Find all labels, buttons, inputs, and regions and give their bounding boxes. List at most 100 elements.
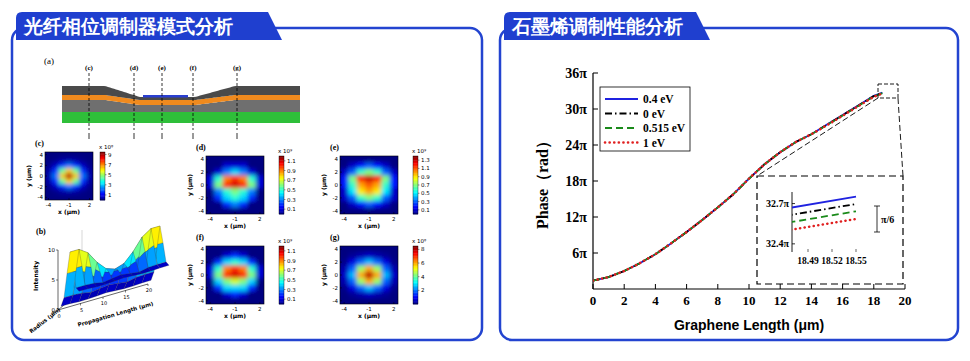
heat-cell <box>390 162 398 169</box>
heatmap: (e)-4-12-4-2024x (μm)y (μm)0.10.30.50.70… <box>320 143 430 230</box>
colorbar-tick-label: 0.7 <box>287 177 296 183</box>
colorbar-tick <box>284 250 286 251</box>
y-tick-label: -4 <box>38 194 44 200</box>
heat-cell <box>52 179 59 185</box>
heat-cell <box>66 179 73 185</box>
heat-cell <box>231 169 240 176</box>
surface-title: (b) <box>36 227 46 236</box>
heat-cell <box>214 188 223 195</box>
colorbar-tick-label: 0.5 <box>421 190 430 196</box>
x-tick <box>210 302 211 304</box>
cut-label: (g) <box>233 64 242 72</box>
heat-cell <box>231 188 240 195</box>
heat-cell <box>72 184 79 190</box>
heat-cell <box>86 152 93 158</box>
heat-cell <box>390 272 398 279</box>
colorbar-tick-label: 3 <box>108 182 112 188</box>
heat-cell <box>247 208 256 214</box>
heat-cell <box>390 298 398 304</box>
heat-cell <box>59 163 66 169</box>
heat-cell <box>86 173 93 179</box>
y-tick-label: -4 <box>199 298 205 304</box>
heat-cell <box>348 156 357 163</box>
heat-cell <box>214 291 223 298</box>
x-tick <box>624 284 625 289</box>
heat-cell <box>239 175 248 182</box>
heat-cell <box>214 162 223 169</box>
y-tick <box>45 165 47 166</box>
heat-cell <box>381 169 390 176</box>
heat-cell <box>45 195 52 200</box>
x-tick-label: -4 <box>207 306 213 312</box>
heat-cell <box>86 168 93 174</box>
x-tick <box>235 212 236 214</box>
heatmap-bg <box>45 152 93 200</box>
colorbar-tick <box>105 194 107 195</box>
heat-cell <box>365 285 374 292</box>
heat-cell <box>231 298 240 304</box>
panel-border <box>500 28 958 340</box>
heat-cell <box>340 272 349 279</box>
heat-cell <box>357 169 366 176</box>
heatmap-frame <box>206 156 264 214</box>
heat-cell <box>365 265 374 272</box>
heat-cell <box>239 195 248 202</box>
heat-cell <box>214 252 223 259</box>
y-tick <box>340 197 342 198</box>
y-tick-label: 2 <box>201 259 205 265</box>
heat-cell <box>256 278 264 285</box>
heat-cell <box>373 182 382 189</box>
heat-cell <box>390 188 398 195</box>
heat-cell <box>348 259 357 266</box>
heat-cell <box>348 285 357 292</box>
y-tick <box>340 287 342 288</box>
legend-label: 0.515 eV <box>643 122 686 134</box>
y-tick <box>206 172 208 173</box>
heat-cell <box>72 168 79 174</box>
heat-cell <box>390 156 398 163</box>
colorbar-frame <box>279 156 284 214</box>
heat-cell <box>256 252 264 259</box>
colorbar-tick-label: 1.1 <box>421 165 430 171</box>
heat-cell <box>247 201 256 208</box>
x-label: x (μm) <box>58 208 80 216</box>
y-tick <box>340 159 342 160</box>
y-tick-label: 0 <box>201 272 205 278</box>
heat-cell <box>45 168 52 174</box>
heat-cell <box>357 175 366 182</box>
x-tick-label: 18 <box>867 293 881 308</box>
colorbar-step <box>279 246 284 248</box>
heat-cell <box>365 246 374 253</box>
heat-cell <box>72 173 79 179</box>
y-tick-label: -2 <box>199 195 204 201</box>
heatmap-title: (f) <box>196 233 204 242</box>
colorbar-tick-label: 0.3 <box>287 197 296 203</box>
panel-border <box>12 28 482 340</box>
colorbar-tick-label: 1.3 <box>421 157 430 163</box>
heat-cell <box>59 179 66 185</box>
colorbar-tick-label: 0.9 <box>287 258 296 264</box>
y-tick-label: -4 <box>333 298 339 304</box>
colorbar-tick-label: 0.1 <box>287 206 296 212</box>
colorbar-tick-label: 0.5 <box>287 187 296 193</box>
heat-cell <box>348 272 357 279</box>
heat-cell <box>206 201 215 208</box>
legend-swatch <box>605 113 638 115</box>
figure: 光纤相位调制器模式分析石墨烯调制性能分析(a)(c)(d)(e)(f)(g)(c… <box>0 0 970 361</box>
y-label: y (μm) <box>186 174 194 196</box>
colorbar-label: x 10⁹ <box>278 238 292 244</box>
x-label: x (μm) <box>358 312 380 320</box>
heat-cell <box>239 272 248 279</box>
heat-cell <box>223 156 232 163</box>
y-label: y (μm) <box>320 174 328 196</box>
prop-tick-label: 5 <box>80 307 83 313</box>
colorbar-tick-label: 6 <box>421 260 425 266</box>
heat-cell <box>239 252 248 259</box>
inset-box <box>757 176 903 284</box>
heat-cell <box>223 298 232 304</box>
heat-cell <box>365 272 374 279</box>
x-tick-label: 12 <box>774 293 787 308</box>
heat-cell <box>223 259 232 266</box>
x-tick <box>811 284 812 289</box>
colorbar-tick-label: 5 <box>108 172 112 178</box>
